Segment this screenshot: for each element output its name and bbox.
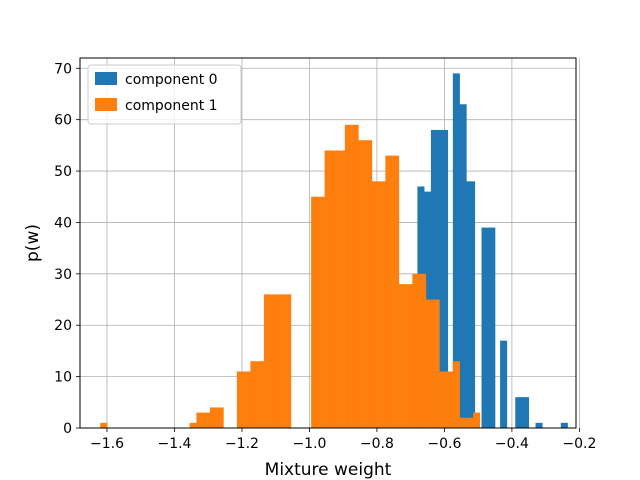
y-tick-label: 20	[54, 318, 72, 334]
histogram-bar	[466, 181, 476, 428]
histogram-bar	[439, 371, 447, 428]
y-tick-label: 40	[54, 215, 72, 231]
histogram-bar	[216, 407, 224, 428]
histogram-bar	[371, 181, 379, 428]
histogram-bar	[452, 73, 460, 429]
histogram-bar	[515, 397, 523, 428]
histogram-bars	[100, 73, 568, 429]
histogram-bar	[196, 412, 204, 428]
histogram-bar	[378, 181, 386, 428]
histogram-bar	[459, 417, 467, 428]
plot-frame	[79, 57, 577, 429]
x-tick-label: −1.6	[90, 436, 124, 452]
histogram-bar	[500, 340, 508, 428]
x-tick-label: −0.8	[360, 436, 394, 452]
histogram-bar	[263, 294, 271, 428]
histogram-bar	[432, 299, 440, 428]
histogram-bar	[338, 150, 346, 428]
x-tick-label: −0.6	[427, 436, 461, 452]
x-tick-label: −0.4	[495, 436, 529, 452]
histogram-bar	[100, 422, 108, 428]
histogram-bar	[243, 371, 251, 428]
histogram-bar	[419, 273, 427, 428]
y-tick-label: 10	[54, 370, 72, 386]
histogram-bar	[481, 227, 489, 428]
x-tick-label: −1.0	[292, 436, 326, 452]
histogram-bar	[488, 227, 496, 428]
x-axis-label: Mixture weight	[265, 460, 392, 480]
y-tick-label: 30	[54, 267, 72, 283]
histogram-bar	[430, 129, 440, 428]
histogram-bar	[535, 422, 543, 428]
legend-label: component 1	[125, 98, 218, 114]
histogram-bar	[236, 371, 244, 428]
histogram-bar	[412, 273, 420, 428]
histogram-bar	[317, 196, 325, 428]
histogram-bar	[358, 140, 366, 428]
histogram-bar	[209, 407, 217, 428]
histogram-bar	[405, 284, 413, 428]
histogram-bar	[250, 361, 258, 428]
y-tick-label: 60	[54, 113, 72, 129]
histogram-bar	[446, 371, 454, 428]
y-tick-label: 0	[63, 421, 72, 437]
histogram-bar	[324, 150, 332, 428]
histogram-bar	[365, 140, 373, 428]
histogram-bar	[425, 299, 433, 428]
y-tick-label: 50	[54, 164, 72, 180]
legend-swatch	[95, 98, 117, 111]
histogram-bar	[284, 294, 292, 428]
legend: component 0 component 1	[87, 64, 242, 125]
series-1-bars	[100, 124, 481, 429]
histogram-bar	[385, 155, 393, 428]
histogram-bar	[344, 124, 352, 429]
histogram-bar	[277, 294, 285, 428]
histogram-bar	[459, 104, 467, 428]
x-tick-label: −1.4	[157, 436, 191, 452]
histogram-bar	[331, 150, 339, 428]
histogram-bar	[203, 412, 211, 428]
histogram-bar	[452, 361, 460, 428]
histogram-bar	[257, 361, 265, 428]
legend-swatch	[95, 72, 117, 85]
y-tick-label: 70	[54, 61, 72, 77]
histogram-bar	[439, 129, 449, 428]
histogram-bar	[398, 284, 406, 428]
histogram-bar	[473, 412, 481, 428]
histogram-bar	[351, 124, 359, 429]
histogram-bar	[311, 196, 319, 428]
histogram-bar	[522, 397, 530, 428]
histogram-bar	[392, 155, 400, 428]
histogram-bar	[560, 422, 568, 428]
histogram-bar	[270, 294, 278, 428]
histogram-bar	[189, 422, 197, 428]
legend-label: component 0	[125, 72, 218, 88]
y-axis-label: p(w)	[23, 224, 43, 262]
x-tick-label: −1.2	[225, 436, 259, 452]
axis-ticks: −1.6 −1.4 −1.2 −1.0 −0.8 −0.6 −0.4 −0.2 0 10 20 30 4…	[54, 61, 596, 452]
legend-box	[87, 64, 242, 125]
histogram-bar	[466, 417, 474, 428]
x-tick-label: −0.2	[562, 436, 596, 452]
